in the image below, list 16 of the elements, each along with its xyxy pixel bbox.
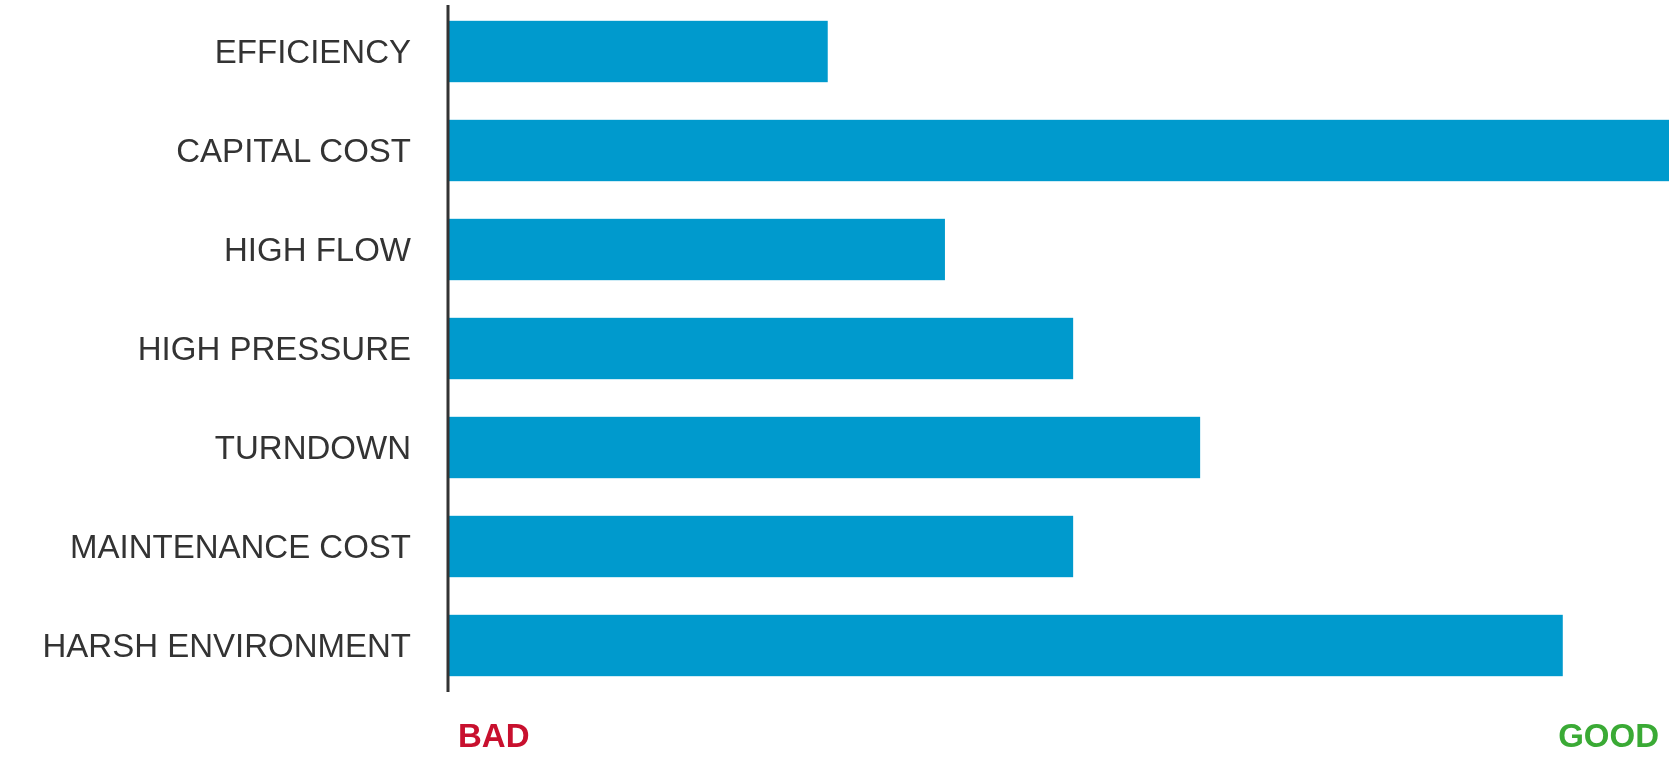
bar (448, 614, 1563, 677)
y-tick-label: EFFICIENCY (214, 33, 411, 71)
y-tick-label: HARSH ENVIRONMENT (42, 627, 411, 665)
y-tick-label: MAINTENANCE COST (69, 528, 411, 566)
bar (448, 317, 1074, 380)
y-tick-label: CAPITAL COST (176, 132, 411, 170)
text: BAD (458, 717, 530, 754)
y-tick-label: HIGH FLOW (224, 231, 412, 269)
bar (448, 218, 945, 281)
bar (448, 119, 1669, 182)
y-tick-label: TURNDOWN (214, 429, 411, 467)
bar (448, 416, 1201, 479)
text: GOOD (1558, 717, 1659, 754)
bar (448, 515, 1074, 578)
y-tick-label: HIGH PRESSURE (137, 330, 411, 368)
bar (448, 20, 828, 83)
